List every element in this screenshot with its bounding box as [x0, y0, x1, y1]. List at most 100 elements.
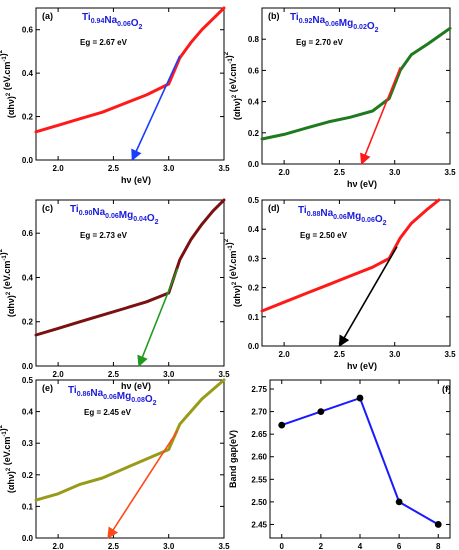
- band-gap-point: [434, 521, 442, 528]
- x-tick-label: 2: [319, 542, 324, 550]
- x-tick-label: 2.0: [279, 168, 291, 177]
- x-axis-label: hν (eV): [347, 361, 377, 371]
- tauc-curve: [34, 6, 226, 134]
- y-axis-label: (αhν)2 (eV.cm-1)2: [224, 238, 242, 307]
- plot-frame: [261, 7, 451, 165]
- y-tick-label: 0.3: [22, 439, 34, 448]
- x-axis-label: hν (eV): [121, 175, 151, 185]
- x-tick-label: 2.5: [108, 542, 120, 550]
- x-tick-label: 2.5: [108, 164, 120, 173]
- y-tick-label: 0.2: [22, 113, 34, 122]
- band-gap-value: Eg = 2.45 eV: [84, 408, 132, 417]
- x-tick-label: 2.5: [334, 350, 346, 359]
- panel-label: (b): [268, 11, 280, 21]
- band-gap-value: Eg = 2.67 eV: [80, 38, 128, 47]
- x-tick-label: 6: [397, 542, 402, 550]
- y-tick-label: 0.3: [248, 254, 260, 263]
- y-tick-label: 2.70: [251, 408, 267, 417]
- y-tick-label: 2.65: [251, 430, 267, 439]
- y-tick-label: 0.5: [248, 196, 260, 205]
- plot-frame: [35, 199, 225, 367]
- y-tick-label: 2.60: [251, 453, 267, 462]
- sample-formula: Ti0.88Na0.06Mg0.06O2: [298, 205, 387, 227]
- x-tick-label: 3.0: [163, 542, 175, 550]
- sample-formula: Ti0.92Na0.06Mg0.02O2: [290, 12, 379, 34]
- plot-frame: [269, 379, 451, 539]
- y-tick-label: 0.6: [22, 229, 34, 238]
- panel-a: 2.0 2.5 3.0 3.5 0.0 0.2 0.4 0.6 (a) Ti0.94Na0.06O…: [0, 6, 230, 185]
- y-axis-label: (αhν)2 (eV.cm-1)2: [224, 51, 242, 120]
- panel-label: (a): [42, 11, 53, 21]
- x-tick-label: 3.5: [218, 542, 230, 550]
- y-tick-label: 0.4: [248, 225, 260, 234]
- y-tick-label: 2.75: [251, 385, 267, 394]
- panel-d: 2.0 2.5 3.0 3.5 0.0 0.1 0.2 0.3 0.4 0.5 (d) Ti0.88N…: [224, 196, 456, 371]
- x-tick-label: 3.0: [163, 370, 175, 379]
- y-tick-label: 0.0: [22, 534, 34, 543]
- y-tick-label: 0.0: [248, 160, 260, 169]
- y-tick-label: 0.4: [248, 98, 260, 107]
- y-tick-label: 0.6: [22, 26, 34, 35]
- x-tick-label: 3.0: [389, 168, 401, 177]
- y-tick-label: 0.2: [22, 318, 34, 327]
- y-tick-label: 0.5: [22, 376, 34, 385]
- band-gap-value: Eg = 2.50 eV: [300, 231, 348, 240]
- sample-formula: Ti0.86Na0.06Mg0.08O2: [68, 385, 157, 407]
- y-tick-label: 0.1: [248, 313, 260, 322]
- plot-frame: [35, 7, 225, 161]
- extrapolation-arrow: [338, 246, 398, 347]
- band-gap-line: [281, 396, 439, 526]
- x-tick-label: 2.0: [53, 370, 65, 379]
- x-tick-label: 3.5: [218, 164, 230, 173]
- y-tick-label: 0.4: [22, 69, 34, 78]
- x-tick-label: 3.0: [389, 350, 401, 359]
- y-tick-label: 0.0: [248, 342, 260, 351]
- y-tick-label: 0.1: [22, 502, 34, 511]
- tauc-curve: [260, 198, 441, 313]
- x-tick-label: 2.0: [53, 542, 65, 550]
- band-gap-point: [278, 421, 286, 429]
- x-axis-label: hν (eV): [347, 179, 377, 189]
- y-axis-label: (αhν)2 (eV.cm-1)2: [0, 248, 16, 317]
- extrapolation-arrow: [107, 430, 179, 539]
- panel-e: 2.0 2.5 3.0 3.5 0.0 0.1 0.2 0.3 0.4 0.5 (e) Ti0.86N…: [0, 376, 230, 550]
- y-axis-label: (αhν)2 (eV.cm-1)2: [0, 49, 16, 118]
- tauc-curve: [260, 26, 452, 141]
- band-gap-point: [395, 498, 403, 506]
- band-gap-value: Eg = 2.70 eV: [296, 38, 344, 47]
- panel-label: (c): [42, 203, 53, 213]
- x-tick-label: 0: [280, 542, 285, 550]
- x-tick-label: 2.5: [334, 168, 346, 177]
- sample-formula: Ti0.90Na0.06Mg0.04O2: [70, 204, 159, 226]
- x-tick-label: 2.0: [53, 164, 65, 173]
- y-tick-label: 0.0: [22, 362, 34, 371]
- y-tick-label: 0.8: [248, 35, 260, 44]
- y-tick-label: 0.4: [22, 408, 34, 417]
- x-tick-label: 3.5: [218, 370, 230, 379]
- y-tick-label: 0.0: [22, 156, 34, 165]
- tauc-curve: [34, 378, 226, 502]
- x-tick-label: 2.5: [108, 370, 120, 379]
- y-tick-label: 0.2: [248, 284, 260, 293]
- x-tick-label: 8: [436, 542, 441, 550]
- plot-frame: [261, 199, 451, 347]
- tauc-curve: [34, 198, 226, 337]
- panel-label: (f): [442, 384, 451, 394]
- y-tick-label: 0.2: [22, 471, 34, 480]
- y-axis-label: Band gap(eV): [228, 430, 238, 488]
- y-tick-label: 2.50: [251, 498, 267, 507]
- band-gap-point: [356, 394, 364, 402]
- x-tick-label: 4: [358, 542, 363, 550]
- x-tick-label: 3.0: [163, 164, 175, 173]
- panel-b: 2.0 2.5 3.0 3.5 0.0 0.2 0.4 0.6 0.8 (b) Ti0.92Na0.…: [224, 7, 456, 189]
- extrapolation-arrow: [131, 55, 181, 162]
- panel-label: (d): [268, 203, 280, 213]
- extrapolation-arrow: [137, 268, 179, 368]
- extrapolation-arrow: [360, 66, 401, 166]
- x-tick-label: 3.5: [444, 168, 456, 177]
- y-tick-label: 2.45: [251, 520, 267, 529]
- x-tick-label: 2.0: [279, 350, 291, 359]
- sample-formula: Ti0.94Na0.06O2: [82, 12, 143, 31]
